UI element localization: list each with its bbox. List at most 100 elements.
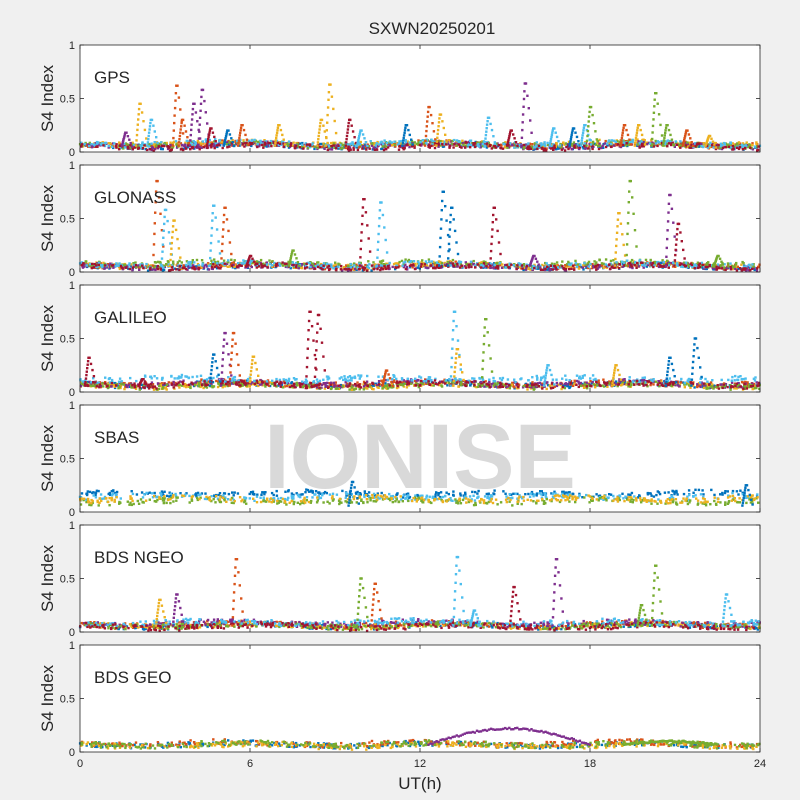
data-point: [339, 147, 342, 150]
data-point: [553, 144, 556, 147]
data-point: [621, 143, 624, 147]
data-point: [148, 268, 152, 271]
data-point: [209, 263, 213, 266]
data-point: [749, 146, 752, 149]
data-point: [148, 125, 152, 128]
data-point: [604, 258, 608, 261]
data-point: [301, 141, 304, 145]
data-point: [441, 145, 445, 148]
data-point: [143, 266, 147, 269]
data-point: [506, 142, 509, 145]
data-point: [135, 139, 138, 142]
data-point: [497, 241, 501, 244]
data-point: [616, 262, 619, 265]
data-point: [442, 126, 445, 130]
data-point: [80, 141, 83, 144]
data-point: [532, 264, 535, 268]
data-point: [175, 143, 178, 146]
data-point: [285, 384, 289, 388]
data-point: [358, 131, 362, 134]
data-point: [222, 228, 225, 231]
data-point: [617, 267, 621, 270]
data-point: [662, 263, 666, 266]
data-point: [114, 145, 118, 148]
data-point: [469, 263, 473, 266]
data-point: [561, 260, 564, 263]
data-point: [609, 259, 613, 263]
data-point: [674, 140, 677, 143]
data-point: [330, 148, 334, 151]
data-point: [652, 265, 655, 269]
data-point: [175, 146, 179, 149]
data-point: [195, 258, 199, 262]
data-point: [377, 232, 380, 236]
data-point: [697, 384, 700, 388]
data-point: [446, 233, 450, 237]
data-point: [254, 263, 257, 266]
data-point: [553, 146, 557, 150]
data-point: [118, 144, 122, 147]
data-point: [694, 145, 697, 148]
data-point: [677, 261, 681, 265]
data-point: [504, 266, 507, 269]
data-point: [645, 265, 648, 268]
data-point: [213, 260, 217, 264]
data-point: [88, 141, 91, 145]
data-point: [266, 266, 269, 269]
data-point: [378, 209, 382, 212]
data-point: [552, 148, 555, 151]
data-point: [149, 266, 152, 269]
data-point: [182, 148, 185, 152]
data-point: [740, 146, 743, 149]
data-point: [231, 139, 234, 142]
data-point: [632, 261, 635, 265]
data-point: [86, 380, 90, 384]
data-point: [659, 123, 662, 127]
data-point: [452, 264, 455, 268]
data-point: [706, 384, 709, 387]
data-point: [123, 144, 126, 147]
data-point: [464, 145, 468, 148]
data-point: [573, 263, 577, 266]
data-point: [161, 250, 164, 253]
data-point: [634, 136, 638, 140]
data-point: [618, 263, 621, 266]
data-point: [663, 142, 667, 146]
data-point: [311, 262, 314, 265]
data-point: [492, 146, 495, 149]
data-point: [375, 264, 379, 267]
data-point: [674, 243, 678, 246]
data-point: [213, 146, 216, 150]
data-point: [740, 143, 744, 147]
data-point: [568, 142, 572, 145]
data-point: [608, 380, 611, 383]
data-point: [664, 131, 667, 135]
data-point: [573, 268, 576, 271]
data-point: [570, 267, 573, 270]
data-point: [670, 142, 673, 145]
data-point: [387, 267, 390, 270]
data-point: [567, 140, 571, 144]
data-point: [322, 142, 325, 145]
data-point: [487, 116, 491, 119]
data-point: [190, 263, 194, 267]
data-point: [95, 140, 99, 144]
data-point: [137, 118, 140, 121]
data-point: [155, 144, 158, 148]
data-point: [99, 264, 102, 267]
data-point: [688, 146, 691, 149]
data-point: [205, 144, 209, 147]
data-point: [659, 264, 662, 267]
data-point: [461, 142, 464, 145]
data-point: [360, 231, 363, 234]
data-point: [572, 141, 576, 144]
data-point: [702, 267, 706, 270]
data-point: [527, 107, 530, 110]
data-point: [398, 260, 401, 264]
data-point: [280, 141, 284, 144]
data-point: [544, 265, 547, 268]
data-point: [612, 259, 615, 262]
data-point: [489, 257, 492, 260]
